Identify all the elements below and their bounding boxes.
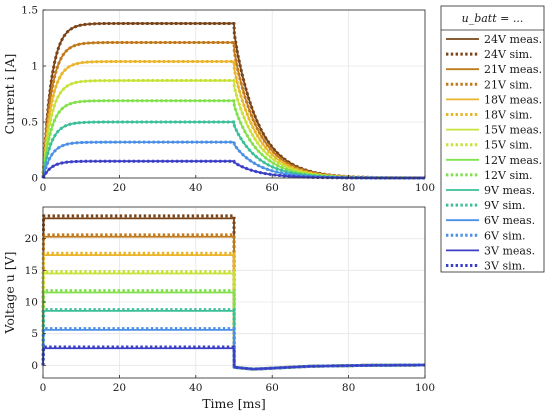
current-xtick-label-1: 20 bbox=[113, 182, 126, 194]
voltage-xlabel: Time [ms] bbox=[202, 396, 266, 411]
legend-label-12: 6V meas. bbox=[484, 214, 535, 227]
current-xtick-label-3: 60 bbox=[266, 182, 279, 194]
current-ytick-label-2: 1 bbox=[31, 61, 38, 73]
legend-label-9: 12V sim. bbox=[484, 169, 533, 182]
legend-label-1: 24V sim. bbox=[484, 48, 533, 61]
voltage-ytick-label-2: 10 bbox=[25, 297, 38, 309]
voltage-xtick-label-5: 100 bbox=[415, 382, 435, 394]
legend-box bbox=[440, 5, 545, 273]
legend-label-3: 21V sim. bbox=[484, 78, 533, 91]
current-axes-box bbox=[42, 9, 426, 179]
voltage-ytick-label-1: 5 bbox=[31, 328, 38, 340]
legend-label-4: 18V meas. bbox=[484, 93, 542, 106]
legend-label-6: 15V meas. bbox=[484, 124, 542, 137]
current-xtick-label-0: 0 bbox=[40, 182, 47, 194]
voltage-xtick-label-0: 0 bbox=[40, 382, 47, 394]
legend-label-8: 12V meas. bbox=[484, 154, 542, 167]
legend-label-15: 3V sim. bbox=[484, 260, 526, 273]
voltage-xtick-label-2: 40 bbox=[189, 382, 202, 394]
voltage-ylabel: Voltage u [V] bbox=[2, 251, 17, 334]
voltage-xtick-label-1: 20 bbox=[113, 382, 126, 394]
voltage-series-3vsim-line bbox=[41, 345, 426, 371]
current-series-3vsim-line bbox=[41, 159, 425, 180]
legend-label-0: 24V meas. bbox=[484, 33, 542, 46]
current-xtick-label-4: 80 bbox=[342, 182, 355, 194]
current-ylabel: Current i [A] bbox=[2, 54, 17, 135]
voltage-ytick-label-4: 20 bbox=[25, 233, 38, 245]
legend-label-7: 15V sim. bbox=[484, 139, 533, 152]
legend-label-2: 21V meas. bbox=[484, 63, 542, 76]
legend-label-14: 3V meas. bbox=[484, 244, 535, 257]
current-xtick-label-2: 40 bbox=[189, 182, 202, 194]
voltage-xtick-label-3: 60 bbox=[266, 382, 279, 394]
current-ytick-label-0: 0 bbox=[31, 173, 38, 185]
current-plot: 0 20 40 60 80 100 0 0.5 1 1.5 Current i [A] bbox=[2, 5, 435, 195]
legend-title: u_batt = ... bbox=[462, 12, 524, 25]
current-xtick-label-5: 100 bbox=[415, 182, 435, 194]
legend-label-11: 9V sim. bbox=[484, 199, 526, 212]
voltage-ytick-label-3: 15 bbox=[25, 265, 38, 277]
legend-label-5: 18V sim. bbox=[484, 109, 533, 122]
legend-label-13: 6V sim. bbox=[484, 229, 526, 242]
legend: u_batt = ... 24V meas. 24V sim. 21V meas. 21… bbox=[440, 5, 545, 273]
voltage-axes-box bbox=[42, 206, 426, 379]
voltage-plot: 0 20 40 60 80 100 0 5 10 15 20 Voltage u [V] Time [m… bbox=[2, 206, 435, 411]
voltage-xtick-label-4: 80 bbox=[342, 382, 355, 394]
current-ytick-label-1: 0.5 bbox=[21, 117, 38, 129]
legend-label-10: 9V meas. bbox=[484, 184, 535, 197]
current-ytick-label-3: 1.5 bbox=[21, 5, 38, 17]
voltage-ytick-label-0: 0 bbox=[31, 360, 38, 372]
